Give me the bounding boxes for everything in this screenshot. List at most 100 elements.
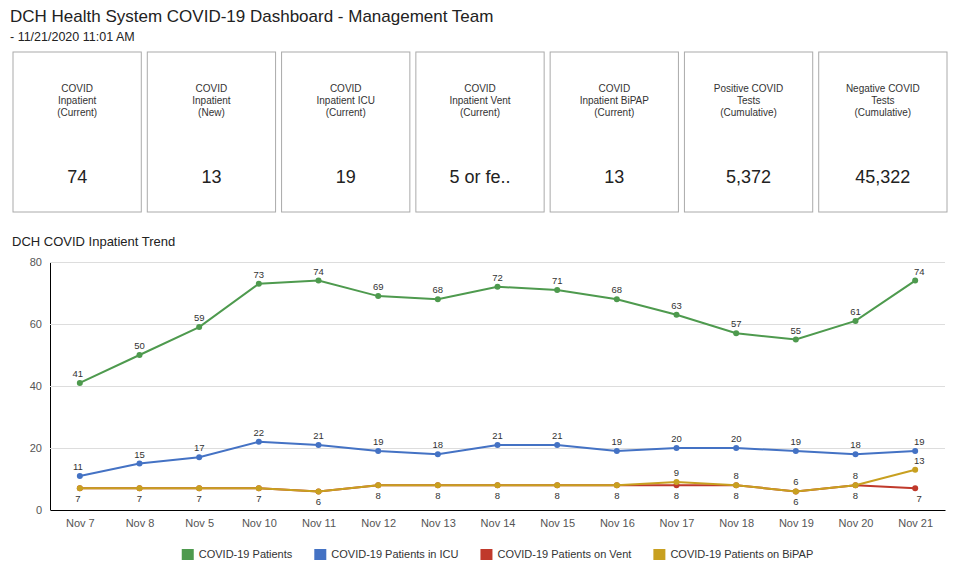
data-label: 55 [791, 325, 802, 336]
x-tick: Nov 13 [421, 510, 456, 529]
series-point [256, 485, 262, 491]
series-point [853, 482, 859, 488]
series-point [435, 482, 441, 488]
data-label: 68 [433, 284, 444, 295]
y-axis: 020406080 [30, 256, 945, 516]
metric-box: COVIDInpatient ICU(Current)19 [282, 52, 410, 212]
legend-swatch [653, 549, 665, 560]
metric-label: COVIDInpatient ICU(Current) [317, 83, 375, 118]
metric-label: COVIDInpatient BiPAP(Current) [580, 83, 650, 118]
series-point [912, 278, 918, 284]
metric-box: Positive COVIDTests(Cumulative)5,372 [684, 52, 812, 212]
series-point [77, 473, 83, 479]
x-tick: Nov 11 [302, 510, 336, 529]
series-point [674, 312, 680, 318]
series-point [196, 485, 202, 491]
data-label: 6 [316, 496, 321, 507]
data-labels: 4150597374696872716863575561741115172221… [73, 266, 925, 508]
series-point [733, 482, 739, 488]
series-point [256, 439, 262, 445]
series-point [196, 324, 202, 330]
x-tick-label: Nov 7 [66, 517, 95, 529]
metric-value: 5 or fe.. [449, 167, 510, 187]
legend-label: COVID-19 Patients [199, 548, 293, 560]
chart-title: DCH COVID Inpatient Trend [12, 234, 175, 249]
data-label: 8 [734, 490, 739, 501]
series-point [137, 461, 143, 467]
x-axis-line [51, 510, 946, 511]
data-label: 8 [674, 490, 679, 501]
metric-label-line: Tests [871, 95, 894, 106]
x-tick-label: Nov 17 [660, 517, 695, 529]
data-label: 17 [194, 442, 205, 453]
dashboard: DCH Health System COVID-19 Dashboard - M… [0, 0, 960, 575]
dashboard-subtitle: - 11/21/2020 11:01 AM [10, 30, 135, 44]
series-point [912, 467, 918, 473]
y-tick-label: 0 [36, 504, 42, 516]
metric-value: 13 [604, 167, 624, 187]
metric-label-line: (Cumulative) [855, 107, 912, 118]
series-point [77, 485, 83, 491]
legend-swatch [314, 549, 326, 560]
data-label: 15 [134, 449, 145, 460]
data-label: 61 [850, 306, 861, 317]
series-point [853, 482, 859, 488]
data-label: 74 [914, 266, 925, 277]
series-point [614, 296, 620, 302]
metric-label-line: Inpatient Vent [449, 95, 510, 106]
metric-box-frame [819, 52, 947, 212]
series-point [853, 318, 859, 324]
x-tick: Nov 18 [719, 510, 754, 529]
data-label: 8 [614, 490, 619, 501]
x-tick-label: Nov 18 [719, 517, 754, 529]
x-tick: Nov 10 [242, 510, 277, 529]
metric-label-line: COVID [464, 83, 496, 94]
series-point [733, 482, 739, 488]
x-tick-label: Nov 14 [481, 517, 516, 529]
series-point [495, 442, 501, 448]
metric-box-frame [13, 52, 141, 212]
series-point [495, 482, 501, 488]
x-tick-label: Nov 16 [600, 517, 635, 529]
data-label: 7 [917, 493, 922, 504]
x-tick: Nov 7 [66, 510, 95, 529]
metric-value: 74 [67, 167, 87, 187]
x-tick: Nov 15 [540, 510, 575, 529]
y-tick-label: 40 [30, 380, 42, 392]
data-label: 8 [376, 490, 381, 501]
data-label: 73 [254, 269, 265, 280]
x-tick-label: Nov 5 [185, 517, 214, 529]
data-label: 57 [731, 318, 742, 329]
data-label: 7 [75, 493, 80, 504]
x-axis: Nov 7Nov 8Nov 5Nov 10Nov 11Nov 12Nov 13N… [51, 510, 946, 529]
metric-box: COVIDInpatient(Current)74 [13, 52, 141, 212]
metric-boxes: COVIDInpatient(Current)74COVIDInpatient(… [13, 52, 947, 212]
series-point [912, 485, 918, 491]
metric-label-line: (Current) [460, 107, 500, 118]
y-tick-label: 60 [30, 318, 42, 330]
series-point [435, 482, 441, 488]
series-point [316, 278, 322, 284]
data-label: 50 [134, 340, 145, 351]
y-tick: 40 [30, 380, 945, 392]
metric-label-line: Inpatient BiPAP [580, 95, 650, 106]
series-point [614, 482, 620, 488]
series-point [435, 451, 441, 457]
x-tick-label: Nov 10 [242, 517, 277, 529]
data-label: 21 [552, 430, 563, 441]
series-point [77, 380, 83, 386]
x-tick-label: Nov 21 [898, 517, 933, 529]
data-label: 20 [731, 433, 742, 444]
series-point [554, 482, 560, 488]
metric-label-line: COVID [330, 83, 362, 94]
data-label: 18 [850, 439, 861, 450]
data-label: 63 [671, 300, 682, 311]
series-point [793, 488, 799, 494]
legend-item: COVID-19 Patients [182, 548, 293, 560]
series-point [196, 485, 202, 491]
data-label: 9 [674, 467, 679, 478]
dashboard-title: DCH Health System COVID-19 Dashboard - M… [10, 7, 493, 26]
grid-line [50, 324, 945, 325]
x-tick: Nov 21 [898, 510, 933, 529]
data-label: 41 [73, 368, 84, 379]
